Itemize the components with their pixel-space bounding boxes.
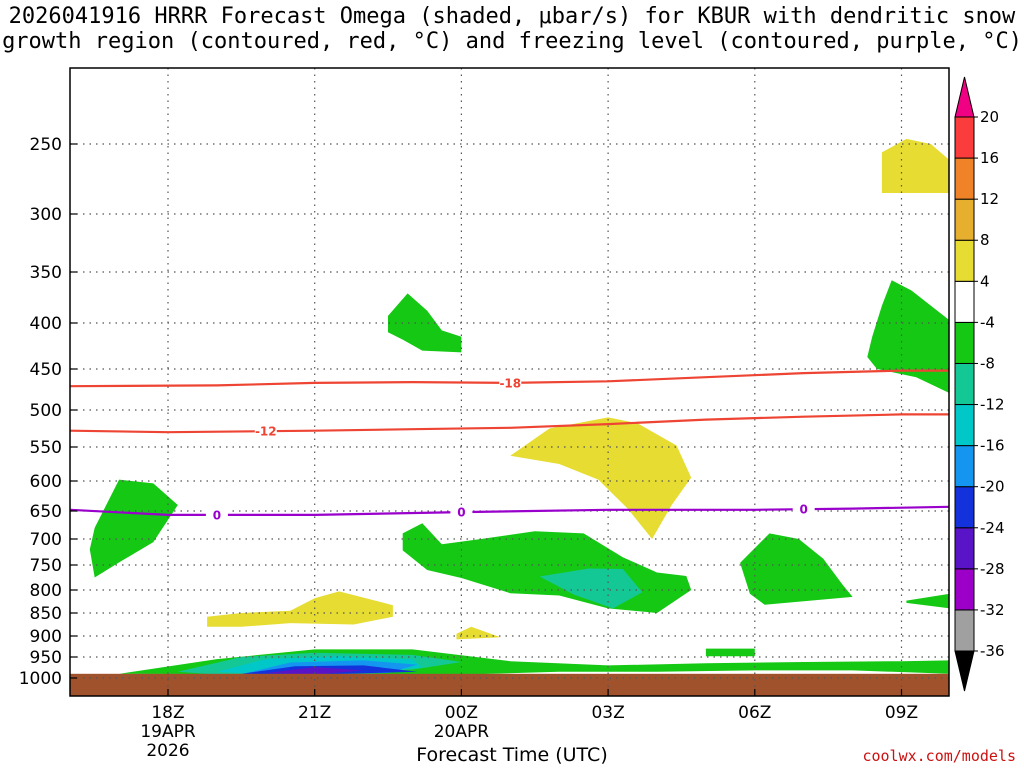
colorbar-label-4: 4 xyxy=(980,272,990,290)
contour-lines: -18 -12 0 0 0 xyxy=(70,369,949,522)
colorbar-band-2 xyxy=(954,527,975,570)
colorbar-label-20: 20 xyxy=(980,108,999,126)
omega-region-6 xyxy=(539,568,643,609)
contour-label-bg xyxy=(254,424,277,439)
x-tick-06Z: 06Z xyxy=(738,703,771,723)
colorbar-bottom-arrow xyxy=(954,650,975,692)
y-tick-500: 500 xyxy=(30,401,62,421)
colorbar-band-0 xyxy=(954,609,975,652)
omega-region-7 xyxy=(740,533,853,605)
colorbar-label-12: 12 xyxy=(980,190,999,208)
colorbar: -36 -32 -28 -24 -20 -16 -12 -8 -4 4 8 12 16 20 xyxy=(954,76,1005,692)
colorbar-band-4 xyxy=(954,445,975,488)
y-tick-700: 700 xyxy=(30,530,62,550)
omega-region-8 xyxy=(906,593,949,609)
grid-lines xyxy=(70,68,949,696)
omega-region-10 xyxy=(207,591,393,627)
colorbar-label-16: 16 xyxy=(980,149,999,167)
colorbar-band-9 xyxy=(954,239,975,282)
omega-region-0 xyxy=(881,138,949,193)
contour-dendritic-bottom xyxy=(70,413,949,434)
colorbar-label--4: -4 xyxy=(980,313,995,331)
contour-label-bg xyxy=(792,502,815,517)
x-tick-year-18Z: 2026 xyxy=(146,741,189,761)
x-tick-09Z: 09Z xyxy=(885,703,918,723)
y-tick-750: 750 xyxy=(30,556,62,576)
colorbar-band-3 xyxy=(954,486,975,529)
colorbar-band-1 xyxy=(954,568,975,611)
colorbar-label--32: -32 xyxy=(980,601,1005,619)
omega-region-17 xyxy=(265,667,364,675)
colorbar-label--36: -36 xyxy=(980,642,1005,660)
colorbar-band-7 xyxy=(954,321,975,364)
y-tick-900: 900 xyxy=(30,627,62,647)
y-tick-250: 250 xyxy=(30,135,62,155)
x-tick-03Z: 03Z xyxy=(591,703,624,723)
contour-label-dendritic-bottom-0: -12 xyxy=(255,425,277,439)
y-tick-650: 650 xyxy=(30,502,62,522)
colorbar-band-6 xyxy=(954,362,975,406)
contour-label-freezing-level-2: 0 xyxy=(800,503,808,517)
contour-label-bg xyxy=(205,507,228,522)
y-tick-1000: 1000 xyxy=(19,669,62,689)
plot-frame xyxy=(69,67,950,697)
x-tick-date-18Z: 19APR xyxy=(140,722,196,742)
colorbar-band-12 xyxy=(954,116,975,159)
y-axis: 250 300 350 400 450 500 550 600 650 700 750 800 850 9… xyxy=(19,135,77,689)
contour-label-bg xyxy=(499,375,522,390)
x-tick-18Z: 18Z xyxy=(151,703,184,723)
y-tick-800: 800 xyxy=(30,581,62,601)
colorbar-label--20: -20 xyxy=(980,478,1005,496)
contour-label-dendritic-top-0: -18 xyxy=(499,376,521,390)
y-tick-550: 550 xyxy=(30,438,62,458)
omega-region-4 xyxy=(89,479,178,578)
colorbar-band-11 xyxy=(954,157,975,200)
colorbar-label--16: -16 xyxy=(980,437,1005,455)
colorbar-band-8 xyxy=(954,280,975,323)
omega-region-1 xyxy=(867,280,949,393)
colorbar-band-10 xyxy=(954,198,975,241)
y-tick-850: 850 xyxy=(30,604,62,624)
colorbar-band-5 xyxy=(954,404,975,447)
y-tick-300: 300 xyxy=(30,205,62,225)
terrain-layer xyxy=(70,673,949,696)
credit-text: coolwx.com/models xyxy=(862,747,1016,765)
terrain-fill xyxy=(70,673,949,696)
x-tick-date-00Z: 20APR xyxy=(434,722,490,742)
y-tick-950: 950 xyxy=(30,648,62,668)
colorbar-label-8: 8 xyxy=(980,231,990,249)
omega-shading xyxy=(89,138,949,675)
colorbar-top-arrow xyxy=(954,76,975,118)
chart-title: 2026041916 HRRR Forecast Omega (shaded, … xyxy=(2,4,1022,54)
contour-label-bg xyxy=(450,505,473,520)
x-tick-21Z: 21Z xyxy=(298,703,331,723)
y-tick-600: 600 xyxy=(30,472,62,492)
omega-region-3 xyxy=(510,417,692,539)
contour-label-freezing-level-0: 0 xyxy=(213,508,221,522)
x-axis-label: Forecast Time (UTC) xyxy=(416,744,608,766)
colorbar-label--12: -12 xyxy=(980,396,1005,414)
y-tick-350: 350 xyxy=(30,263,62,283)
y-tick-450: 450 xyxy=(30,360,62,380)
contour-dendritic-top xyxy=(70,369,949,388)
colorbar-label--8: -8 xyxy=(980,354,995,372)
colorbar-label--24: -24 xyxy=(980,519,1005,537)
omega-region-2 xyxy=(388,293,462,353)
y-tick-400: 400 xyxy=(30,314,62,334)
x-tick-00Z: 00Z xyxy=(445,703,478,723)
contour-label-freezing-level-1: 0 xyxy=(457,506,465,520)
omega-region-9 xyxy=(705,648,755,657)
colorbar-label--28: -28 xyxy=(980,560,1005,578)
contour-freezing-level xyxy=(70,505,949,517)
